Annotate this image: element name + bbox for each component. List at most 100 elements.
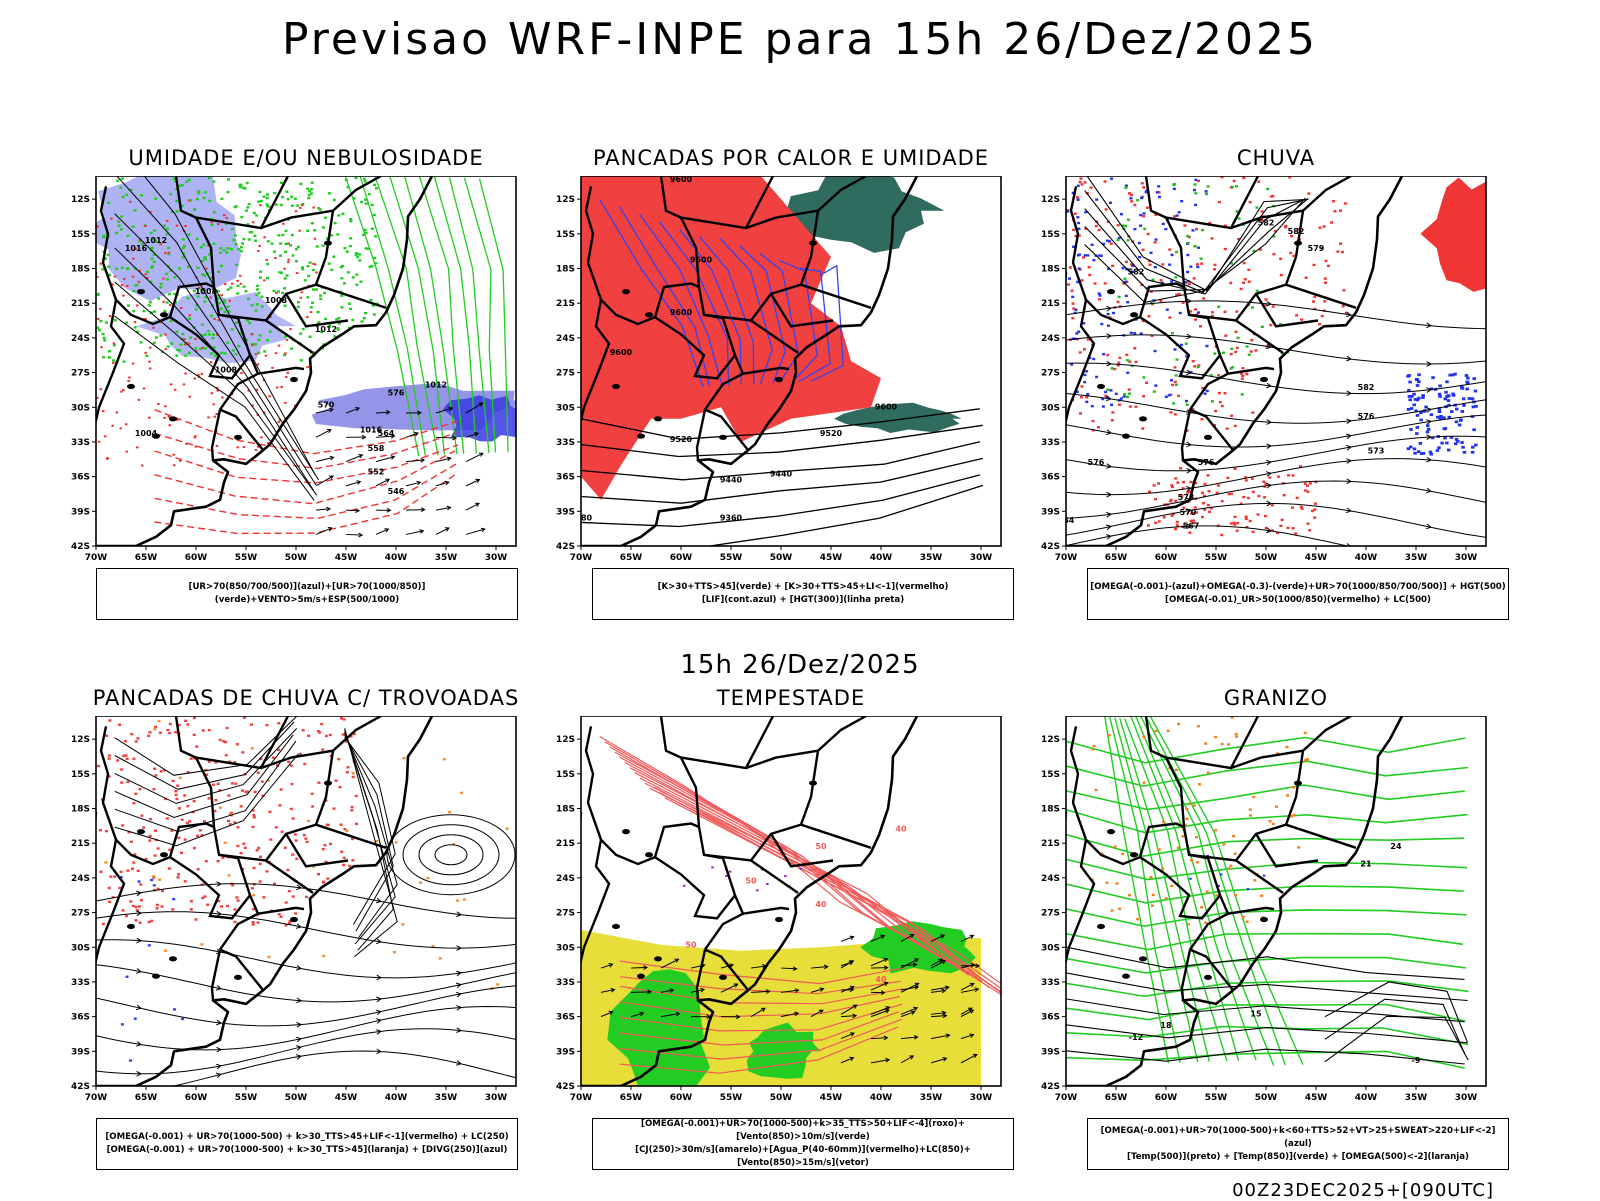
field-cell [100, 346, 103, 348]
field-cell [298, 230, 301, 232]
panel-title: PANCADAS DE CHUVA C/ TROVOADAS [76, 686, 536, 710]
field-cell [1129, 405, 1132, 407]
field-cell [1118, 357, 1121, 359]
field-cell [141, 465, 144, 467]
contour-label: 1012 [425, 381, 447, 390]
field-cell [1287, 474, 1290, 476]
field-cell [253, 867, 256, 869]
field-cell [118, 224, 121, 226]
field-cell [105, 830, 108, 832]
field-cell [1194, 318, 1197, 320]
field-cell [303, 763, 306, 765]
field-cell [1279, 258, 1282, 260]
field-cell [328, 262, 331, 264]
field-cell [99, 388, 102, 390]
field-cell [213, 211, 216, 213]
field-cell [1410, 407, 1414, 410]
field-cell [258, 245, 261, 247]
field-cell [349, 220, 352, 222]
field-cell [235, 264, 238, 266]
field-cell [1081, 279, 1084, 281]
field-cell [1218, 392, 1221, 394]
field-cell [1248, 281, 1251, 283]
field-cell [217, 860, 220, 862]
field-cell [104, 861, 107, 863]
field-cell [120, 781, 123, 783]
field-cell [259, 856, 262, 858]
field-cell [1460, 441, 1464, 444]
field-cell [1197, 180, 1200, 182]
lon-label: 70W [85, 553, 108, 563]
field-cell [1412, 403, 1416, 406]
field-cell [1234, 425, 1237, 427]
lat-label: 18S [556, 805, 575, 815]
field-cell [175, 798, 178, 800]
field-cell [186, 805, 189, 807]
field-cell [260, 200, 263, 202]
contour-label: 9600 [690, 256, 713, 265]
field-cell [1174, 348, 1177, 350]
field-cell [1245, 479, 1248, 481]
field-cell [1178, 211, 1181, 213]
field-cell [120, 391, 123, 393]
lat-label: 36S [556, 473, 575, 483]
field-cell [208, 333, 211, 335]
lake [1097, 384, 1105, 389]
field-cell [342, 864, 345, 866]
field-cell [121, 1023, 124, 1025]
lake [809, 780, 817, 785]
lat-label: 30S [71, 943, 90, 953]
field-cell [1207, 474, 1210, 476]
field-cell [1445, 442, 1449, 445]
field-cell [756, 889, 759, 891]
field-cell [1147, 524, 1150, 526]
field-cell [1123, 278, 1126, 280]
lon-label: 55W [1205, 1093, 1228, 1103]
field-cell [355, 284, 358, 286]
field-cell [140, 194, 143, 196]
field-cell [1194, 192, 1197, 194]
field-cell [1157, 185, 1160, 187]
field-cell [1176, 521, 1179, 523]
field-cell [1304, 759, 1307, 761]
field-cell [1253, 879, 1256, 881]
contour-label: 582 [1128, 267, 1145, 276]
field-cell [1266, 188, 1269, 190]
field-cell [1421, 394, 1425, 397]
field-cell [173, 1008, 176, 1010]
lat-label: 15S [1041, 770, 1060, 780]
field-cell [181, 818, 184, 820]
field-cell [132, 225, 135, 227]
field-cell [1142, 215, 1145, 217]
field-cell [317, 730, 320, 732]
field-cell [157, 297, 160, 299]
field-cell [1090, 186, 1093, 188]
field-cell [1152, 894, 1155, 896]
wind-vector [406, 510, 425, 511]
field-cell [163, 417, 166, 419]
field-cell [1214, 410, 1217, 412]
field-cell [1185, 818, 1188, 820]
field-cell [349, 308, 352, 310]
field-cell [208, 729, 211, 731]
field-cell [1436, 449, 1440, 452]
field-cell [294, 912, 297, 914]
field-cell [1472, 377, 1476, 380]
field-cell [246, 319, 249, 321]
field-cell [1162, 223, 1165, 225]
field-cell [153, 768, 156, 770]
field-cell [256, 288, 259, 290]
field-cell [297, 306, 300, 308]
field-cell [179, 777, 182, 779]
field-cell [1219, 401, 1222, 403]
field-cell [155, 907, 158, 909]
field-cell [210, 224, 213, 226]
field-cell [1286, 527, 1289, 529]
field-cell [1342, 289, 1345, 291]
field-cell [1271, 195, 1274, 197]
field-cell [299, 332, 302, 334]
field-cell [1162, 821, 1165, 823]
field-cell [1114, 845, 1117, 847]
field-cell [137, 880, 140, 882]
field-cell [126, 451, 129, 453]
